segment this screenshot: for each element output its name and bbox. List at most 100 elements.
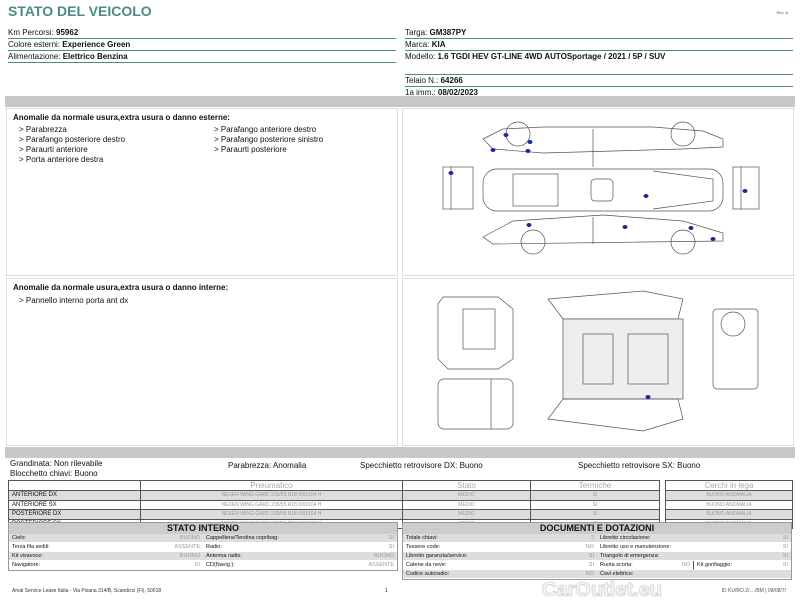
damage-marker [525, 149, 531, 153]
field-label: Radio: [206, 544, 222, 550]
field-cell: Kit gonfiaggio: SI [694, 561, 791, 570]
tires-table: Pneumatico Stato Termiche ANTERIORE DX NEXEN… [8, 480, 660, 529]
interior-anomaly-item: > Pannello interno porta ant dx [19, 296, 129, 305]
field-cell: Terza fila sedili: ASSENTE [9, 543, 203, 552]
field-cell: Tessere code: NO [403, 543, 597, 552]
cerchi-row: BUONO ANOMALIA [665, 509, 793, 520]
info-value: 95962 [56, 28, 79, 37]
damage-marker [622, 225, 628, 229]
field-label: Libretto garanzia/service: [406, 553, 468, 559]
interior-title: Anomalie da normale usura,extra usura o … [13, 283, 229, 292]
revision: Rev. A [776, 10, 789, 15]
tire-state: MEDIO [402, 509, 531, 520]
exterior-diagram [402, 108, 794, 276]
cerchi-value: BUONO ANOMALIA [665, 509, 793, 520]
exterior-title: Anomalie da normale usura,extra usura o … [13, 113, 230, 122]
tire-winter: SI [530, 499, 660, 510]
exterior-anomalies-panel: Anomalie da normale usura,extra usura o … [6, 108, 398, 276]
field-label: Libretto circolazione: [600, 535, 651, 541]
field-label: Kit gonfiaggio: [697, 562, 732, 568]
info-right: Targa: GM387PY Marca: KIA Modello: 1.6 TGD… [405, 27, 793, 99]
damage-marker [503, 133, 509, 137]
field-value: NO [681, 562, 690, 568]
dashboard-drawing [712, 308, 759, 390]
info-label: Targa: [405, 28, 428, 37]
field-value: SI [782, 562, 788, 568]
tire-position: ANTERIORE DX [8, 490, 141, 501]
field-value: SI [388, 535, 394, 541]
info-value: Elettrico Benzina [62, 52, 128, 61]
tire-row: ANTERIORE SX NEXEN WING GARD 235/55 R18 0… [8, 499, 660, 510]
damage-marker [645, 395, 651, 399]
info-label: Km Percorsi: [8, 28, 54, 37]
info-label: Telaio N.: [405, 76, 439, 85]
car-side-right-drawing [482, 214, 724, 255]
damage-marker [710, 237, 716, 241]
exterior-anomaly-item: > Parafango posteriore destro [19, 135, 126, 144]
tire-state: MEDIO [402, 499, 531, 510]
exterior-list-2: > Parafango anteriore destro > Parafango … [214, 125, 397, 165]
damage-marker [742, 189, 748, 193]
tires-header: Termiche [530, 480, 660, 491]
car-rear-drawing [732, 166, 760, 210]
parabrezza-status: Parabrezza: Anomalia [228, 461, 307, 470]
mirror-dx-status: Specchietto retrovisore DX: Buono [360, 461, 483, 470]
field-cell: Catene da neve: SI [403, 561, 597, 570]
field-label: Libretto uso e manutenzione: [600, 544, 671, 550]
field-value: SI [194, 562, 200, 568]
field-label: Cappelliera/Tendina copribag: [206, 535, 279, 541]
field-cell: Navigatore: SI [9, 561, 203, 570]
field-label: Tessere code: [406, 544, 441, 550]
tire-position: POSTERIORE DX [8, 509, 141, 520]
field-value: ASSENTE [174, 544, 200, 550]
field-label: Antenna radio: [206, 553, 242, 559]
exterior-anomaly-item: > Porta anteriore destra [19, 155, 104, 164]
tire-row: POSTERIORE DX NEXEN WING GARD 235/55 R18 … [8, 509, 660, 520]
grandinata: Grandinata: Non rilevabile [10, 459, 103, 468]
watermark-logo [540, 578, 690, 600]
tire-winter: SI [530, 509, 660, 520]
tire-state: MEDIO [402, 490, 531, 501]
field-cell: Triangolo di emergenza: SI [597, 552, 791, 561]
exterior-anomaly-item: > Parafango posteriore sinistro [214, 135, 324, 144]
field-cell: Codice autoradio: NO [403, 570, 597, 579]
info-label: Colore esterni: [8, 40, 61, 49]
field-value: SI [782, 535, 788, 541]
footer-address: Arval Service Lease Italia - Via Pisana … [12, 588, 162, 594]
field-cell: Antenna radio: BUONO [203, 552, 397, 561]
tailgate-drawing [437, 378, 514, 430]
field-label: Totale chiavi: [406, 535, 438, 541]
section-divider [5, 96, 795, 107]
id-line: ID KU/RO.2/..../BM | 08/08/7/ [721, 588, 786, 594]
field-value: SI [588, 553, 594, 559]
field-cell: Cavi elettrico: [597, 570, 791, 579]
field-value: BUONO [179, 535, 200, 541]
info-left: Km Percorsi: 95962 Colore esterni: Experi… [8, 27, 396, 63]
tire-model: NEXEN WING GARD 235/55 R18 000/104 H [140, 509, 403, 520]
field-cell: Kit vivavoce: BUONO [9, 552, 203, 561]
exterior-anomaly-item: > Paraurti posteriore [214, 145, 287, 154]
car-top-drawing [482, 168, 724, 212]
field-cell: Libretto uso e manutenzione: SI [597, 543, 791, 552]
interior-diagram [402, 278, 794, 446]
field-value: BUONO [373, 553, 394, 559]
blocchetto-chiavi: Blocchetto chiavi: Buono [10, 469, 98, 478]
field-cell: Cappelliera/Tendina copribag: SI [203, 534, 397, 543]
tires-header: Pneumatico [140, 480, 403, 491]
damage-marker [527, 140, 533, 144]
info-value: Experience Green [62, 40, 131, 49]
damage-marker [526, 223, 532, 227]
car-front-drawing [442, 166, 474, 210]
field-label: Cavi elettrico: [600, 571, 634, 577]
tire-winter: SI [530, 490, 660, 501]
field-label: CD(Navig.): [206, 562, 235, 568]
field-label: Ruota scorta: [600, 562, 633, 568]
field-value: NO [585, 571, 594, 577]
page-title: STATO DEL VEICOLO [8, 3, 152, 19]
field-value: SI [388, 544, 394, 550]
field-value: SI [782, 553, 788, 559]
cerchi-value: BUONO ANOMALIA [665, 499, 793, 510]
damage-marker [448, 171, 454, 175]
info-label: Alimentazione: [8, 52, 61, 61]
cabin-drawing [547, 290, 684, 432]
